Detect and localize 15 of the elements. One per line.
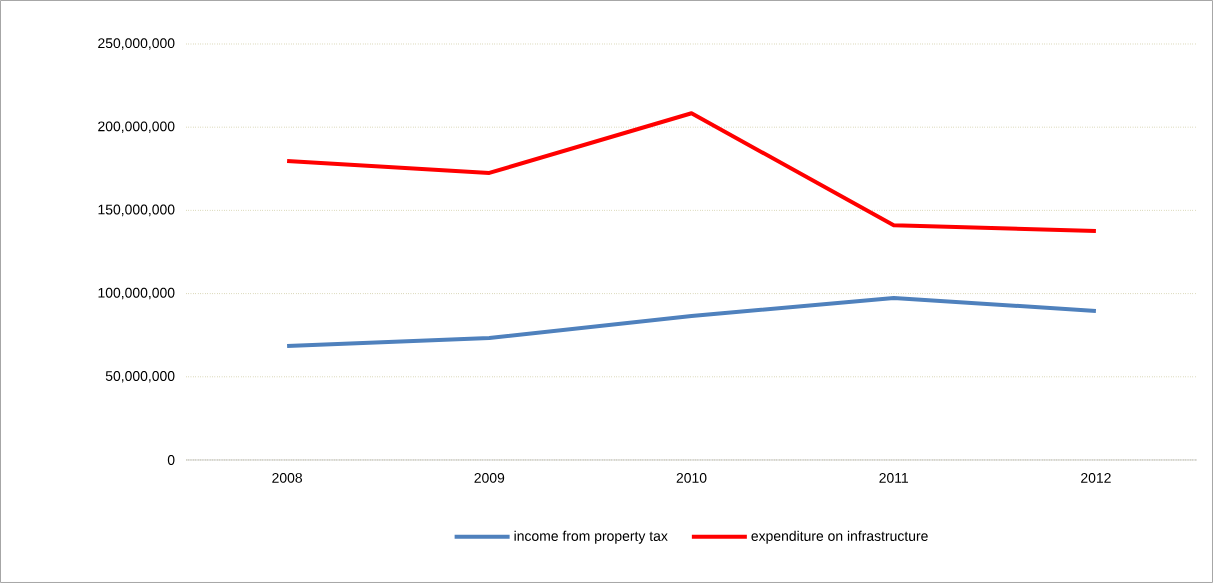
legend-label: income from property tax bbox=[514, 530, 668, 544]
x-tick-label: 2012 bbox=[1081, 472, 1111, 483]
line-series bbox=[285, 295, 1098, 348]
y-tick-label: 100,000,000 bbox=[98, 287, 175, 300]
y-tick-label: 200,000,000 bbox=[98, 121, 175, 133]
y-tick-label: 0 bbox=[167, 455, 175, 465]
y-tick-label: 250,000,000 bbox=[98, 38, 175, 50]
x-tick-label: 2009 bbox=[474, 472, 505, 483]
x-tick-label: 2010 bbox=[676, 472, 707, 483]
x-tick-label: 2008 bbox=[272, 472, 303, 483]
y-tick-label: 50,000,000 bbox=[105, 371, 175, 383]
x-tick-label: 2011 bbox=[879, 472, 909, 483]
legend-label: expenditure on infrastructure bbox=[751, 530, 928, 544]
line-series bbox=[285, 111, 1098, 234]
y-tick-label: 150,000,000 bbox=[98, 204, 175, 217]
